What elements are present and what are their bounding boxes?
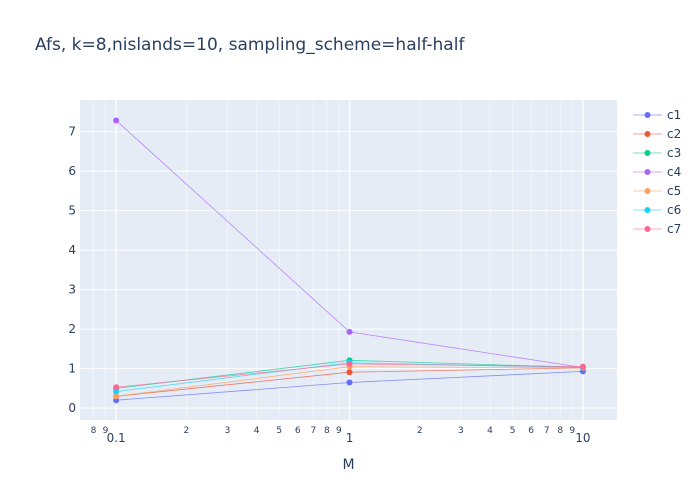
x-minor-tick-label: 4 <box>254 426 260 436</box>
data-point-c4 <box>113 117 120 124</box>
y-tick-label: 7 <box>68 125 76 139</box>
x-minor-tick-label: 9 <box>569 426 575 436</box>
chart-title: Afs, k=8,nislands=10, sampling_scheme=ha… <box>35 35 465 55</box>
legend-label-c1: c1 <box>667 108 681 122</box>
legend: c1 c2 c3 c4 c5 c6 c7 <box>633 108 681 236</box>
y-tick-label: 6 <box>68 164 76 178</box>
x-minor-tick-label: 3 <box>225 426 231 436</box>
data-point-c5 <box>113 393 120 400</box>
legend-label-c7: c7 <box>667 222 681 236</box>
x-minor-tick-label: 9 <box>336 426 342 436</box>
x-minor-tick-label: 2 <box>184 426 190 436</box>
legend-label-c5: c5 <box>667 184 681 198</box>
x-minor-tick-label: 7 <box>544 426 550 436</box>
legend-marker-c1 <box>644 112 651 118</box>
y-tick-label: 0 <box>68 401 76 415</box>
x-minor-tick-label: 5 <box>510 426 516 436</box>
data-point-c7 <box>346 360 353 367</box>
x-minor-tick-label: 2 <box>417 426 423 436</box>
y-tick-label: 5 <box>68 204 76 218</box>
legend-marker-c2 <box>644 131 651 137</box>
x-minor-tick-label: 7 <box>311 426 317 436</box>
grid-lines <box>80 100 617 420</box>
legend-marker-c4 <box>644 169 651 175</box>
data-point-c2 <box>346 369 353 376</box>
x-minor-tick-label: 4 <box>487 426 493 436</box>
legend-label-c2: c2 <box>667 127 681 141</box>
x-minor-tick-label: 5 <box>276 426 282 436</box>
x-tick-label: 0.1 <box>107 431 126 445</box>
x-minor-tick-label: 6 <box>295 426 301 436</box>
x-axis-title: M <box>342 457 354 473</box>
x-minor-tick-label: 3 <box>458 426 464 436</box>
data-point-c1 <box>346 379 353 386</box>
data-point-c7 <box>113 384 120 391</box>
x-tick-label: 10 <box>575 431 590 445</box>
x-tick-label: 1 <box>346 431 354 445</box>
legend-label-c6: c6 <box>667 203 681 217</box>
series-lines <box>113 117 586 404</box>
data-point-c7 <box>579 363 586 370</box>
legend-marker-c6 <box>644 207 651 213</box>
legend-marker-c7 <box>644 226 651 232</box>
y-tick-label: 4 <box>68 243 76 257</box>
data-point-c4 <box>346 328 353 335</box>
y-tick-label: 1 <box>68 362 76 376</box>
legend-marker-c5 <box>644 188 651 194</box>
legend-label-c4: c4 <box>667 165 681 179</box>
y-tick-label: 2 <box>68 322 76 336</box>
x-minor-tick-label: 8 <box>557 426 563 436</box>
x-minor-tick-label: 9 <box>103 426 109 436</box>
x-minor-tick-label: 6 <box>528 426 534 436</box>
legend-marker-c3 <box>644 150 651 156</box>
y-tick-label: 3 <box>68 283 76 297</box>
legend-label-c3: c3 <box>667 146 681 160</box>
data-point-c6 <box>113 388 120 395</box>
x-minor-tick-label: 8 <box>91 426 97 436</box>
x-minor-tick-label: 8 <box>324 426 330 436</box>
